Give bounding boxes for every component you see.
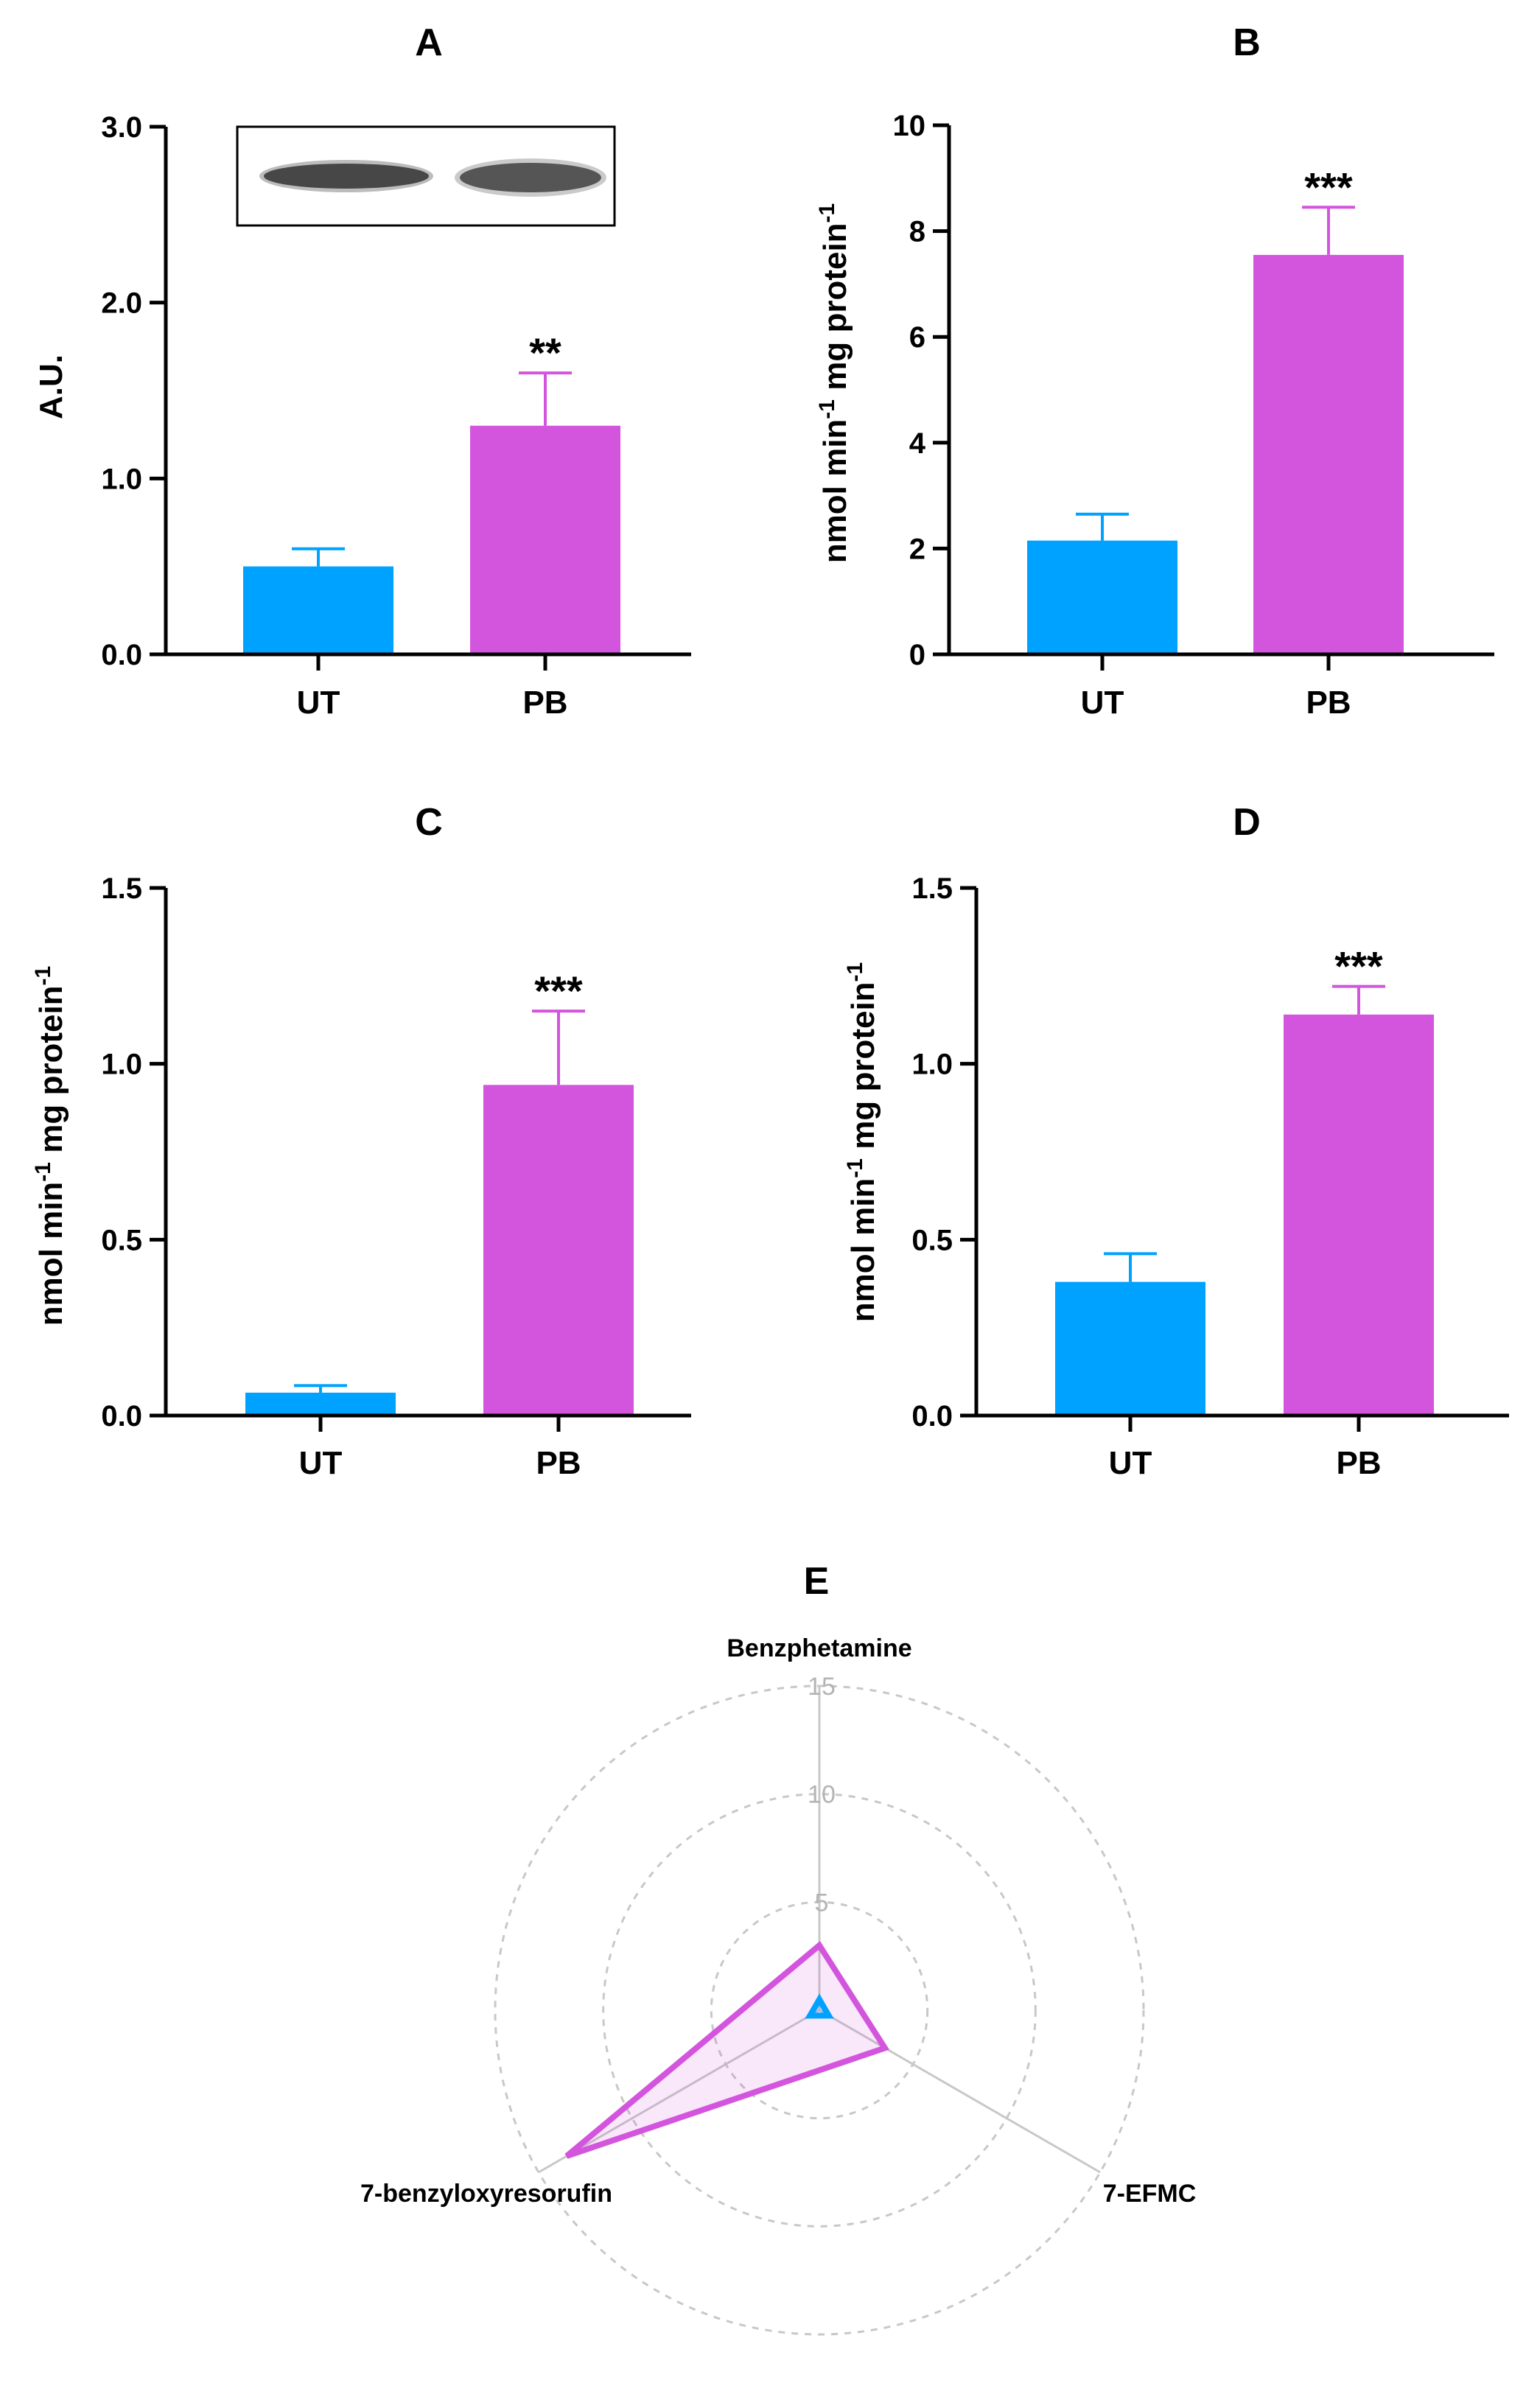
y-tick-label: 2 — [909, 533, 925, 565]
bar-pb — [470, 425, 620, 654]
y-tick-label: 1.5 — [911, 872, 953, 905]
y-tick-label: 0.0 — [101, 1400, 142, 1432]
radar-axis-label: Benzphetamine — [727, 1634, 911, 1662]
significance-label: *** — [1304, 164, 1353, 210]
category-label-ut: UT — [299, 1445, 343, 1481]
radar-tick-label: 5 — [815, 1889, 829, 1917]
panel-e-radar-chart: E 5 10 15 Benzphetamine 7-EFMC 7-benzyloxyres… — [360, 1560, 1197, 2336]
radar-axis-label: 7-EFMC — [1103, 2180, 1197, 2208]
bar-ut — [1055, 1281, 1205, 1416]
panel-letter-a: A — [415, 21, 443, 64]
y-tick-label: 0.5 — [911, 1224, 953, 1256]
y-tick-label: 1.0 — [101, 1049, 142, 1081]
significance-label: *** — [534, 968, 583, 1014]
category-label-pb: PB — [522, 685, 567, 721]
y-tick-label: 0.0 — [101, 639, 142, 671]
category-label-pb: PB — [536, 1445, 581, 1481]
y-tick-label: 8 — [909, 216, 925, 248]
radar-axis-line — [819, 2009, 1101, 2174]
radar-axis-label: 7-benzyloxyresorufin — [360, 2180, 612, 2208]
y-tick-label: 1.0 — [911, 1049, 953, 1081]
y-tick-label: 4 — [909, 427, 926, 460]
y-tick-label: 6 — [909, 321, 925, 354]
y-tick-label: 2.0 — [101, 287, 142, 320]
bar-pb — [1284, 1014, 1434, 1416]
y-axis-label: nmol min-1 mg protein-1 — [843, 962, 882, 1323]
y-axis-label: A.U. — [33, 354, 69, 419]
y-tick-label: 1.0 — [101, 463, 142, 495]
radar-axis-line — [538, 2009, 820, 2174]
panel-letter-d: D — [1233, 801, 1261, 844]
category-label-ut: UT — [1109, 1445, 1152, 1481]
y-axis-label: nmol min-1 mg protein-1 — [31, 966, 70, 1326]
y-tick-label: 0.5 — [101, 1224, 142, 1256]
radar-tick-label: 10 — [808, 1781, 836, 1809]
western-blot-inset — [236, 125, 616, 227]
significance-label: ** — [529, 329, 561, 376]
radar-series-pb — [564, 1941, 890, 2159]
bar-pb — [483, 1085, 634, 1416]
panel-letter-c: C — [415, 801, 443, 844]
panel-letter-b: B — [1233, 21, 1261, 64]
panel-c-bar-chart: C *** UT PB 0.0 0.5 1.0 1.5 nmol min-1 mg pro… — [31, 801, 691, 1481]
y-tick-label: 0.0 — [911, 1400, 953, 1432]
panel-b-bar-chart: B *** UT PB 0 2 4 6 8 10 nmol min-1 mg protein-… — [815, 21, 1494, 721]
panel-d-bar-chart: D *** UT PB 0.0 0.5 1.0 1.5 nmol min-1 mg pro… — [843, 801, 1509, 1481]
panel-a-bar-chart: A ** UT PB 0.0 1.0 2.0 3.0 A.U. — [33, 21, 691, 721]
significance-label: *** — [1334, 943, 1383, 990]
bar-pb — [1253, 254, 1404, 654]
radar-series-ut — [805, 1993, 834, 2019]
panel-letter-e: E — [804, 1560, 830, 1603]
y-tick-label: 0 — [909, 639, 925, 671]
radar-grid-circle — [602, 1793, 1037, 2228]
category-label-ut: UT — [1081, 685, 1124, 721]
y-tick-label: 10 — [893, 110, 926, 142]
bar-ut — [245, 1392, 396, 1416]
radar-tick-label: 15 — [808, 1673, 836, 1701]
y-axis-label: nmol min-1 mg protein-1 — [815, 203, 854, 564]
y-tick-label: 1.5 — [101, 872, 142, 905]
bar-ut — [1027, 540, 1177, 654]
category-label-ut: UT — [297, 685, 340, 721]
y-tick-label: 3.0 — [101, 111, 142, 144]
category-label-pb: PB — [1336, 1445, 1381, 1481]
bar-ut — [243, 566, 393, 654]
category-label-pb: PB — [1306, 685, 1351, 721]
